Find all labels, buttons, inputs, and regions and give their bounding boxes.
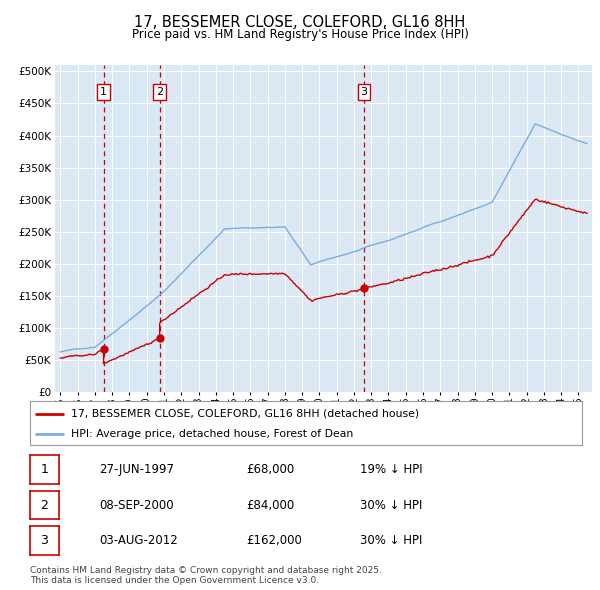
Text: Contains HM Land Registry data © Crown copyright and database right 2025.
This d: Contains HM Land Registry data © Crown c… (30, 566, 382, 585)
Text: 30% ↓ HPI: 30% ↓ HPI (360, 534, 422, 547)
Text: 27-JUN-1997: 27-JUN-1997 (99, 463, 174, 476)
Text: 17, BESSEMER CLOSE, COLEFORD, GL16 8HH (detached house): 17, BESSEMER CLOSE, COLEFORD, GL16 8HH (… (71, 409, 419, 418)
Text: 2: 2 (40, 499, 49, 512)
Text: HPI: Average price, detached house, Forest of Dean: HPI: Average price, detached house, Fore… (71, 430, 353, 440)
Text: 19% ↓ HPI: 19% ↓ HPI (360, 463, 422, 476)
Text: 1: 1 (40, 463, 49, 476)
Text: £84,000: £84,000 (246, 499, 294, 512)
Text: 1: 1 (100, 87, 107, 97)
Bar (104, 65, 160, 392)
Text: 30% ↓ HPI: 30% ↓ HPI (360, 499, 422, 512)
Text: 2: 2 (156, 87, 163, 97)
Text: Price paid vs. HM Land Registry's House Price Index (HPI): Price paid vs. HM Land Registry's House … (131, 28, 469, 41)
Text: 08-SEP-2000: 08-SEP-2000 (99, 499, 173, 512)
Text: 03-AUG-2012: 03-AUG-2012 (99, 534, 178, 547)
Text: 17, BESSEMER CLOSE, COLEFORD, GL16 8HH: 17, BESSEMER CLOSE, COLEFORD, GL16 8HH (134, 15, 466, 30)
Text: £162,000: £162,000 (246, 534, 302, 547)
Text: 3: 3 (40, 534, 49, 547)
Text: £68,000: £68,000 (246, 463, 294, 476)
Text: 3: 3 (361, 87, 367, 97)
